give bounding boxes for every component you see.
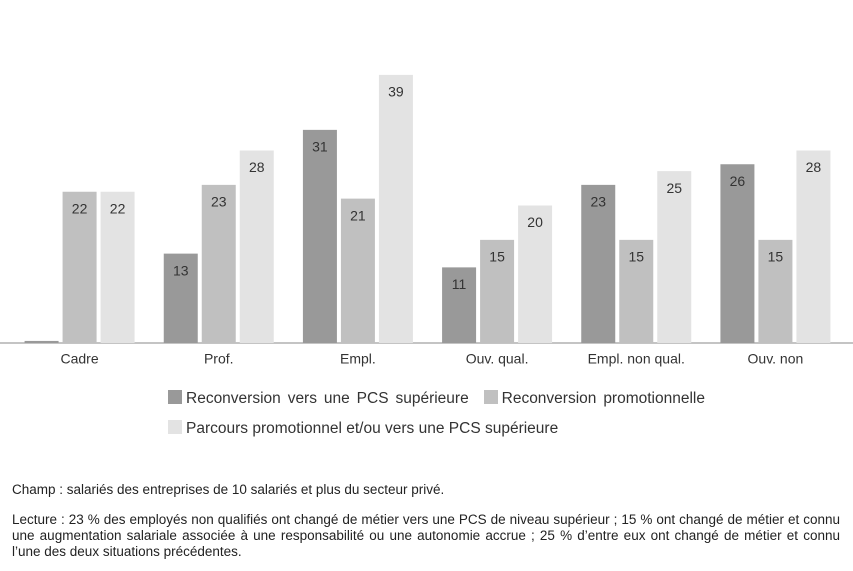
bar <box>619 239 654 343</box>
x-tick-label: Cadre <box>61 351 99 367</box>
bar <box>378 74 413 343</box>
bar <box>62 191 97 343</box>
bar <box>239 150 274 343</box>
bar <box>720 164 755 343</box>
value-label: 23 <box>590 194 606 210</box>
bar <box>758 239 793 343</box>
bar <box>581 184 616 343</box>
x-tick-label: Empl. non qual. <box>588 351 685 367</box>
bar <box>163 253 198 343</box>
legend-label: Reconversion promotionnelle <box>501 390 705 407</box>
bar <box>796 150 831 343</box>
value-label: 28 <box>806 159 822 175</box>
legend-label: Reconversion vers une PCS supérieure <box>186 390 469 407</box>
chart: Cadre 22 22 Prof. 13 23 28 Empl. 31 21 39 Ouv. qual… <box>0 74 853 367</box>
value-label: 23 <box>211 194 227 210</box>
value-label: 20 <box>527 214 543 230</box>
value-label: 31 <box>312 139 328 155</box>
x-tick-label: Prof. <box>204 351 234 367</box>
bar <box>480 239 515 343</box>
legend-swatch <box>168 390 182 404</box>
value-label: 26 <box>730 173 746 189</box>
value-label: 39 <box>388 84 404 100</box>
value-label: 15 <box>628 249 644 265</box>
value-label: 25 <box>666 180 682 196</box>
bar <box>100 191 135 343</box>
value-label: 11 <box>452 276 467 292</box>
x-tick-label: Ouv. non <box>748 351 804 367</box>
bar <box>340 198 375 343</box>
legend: Reconversion vers une PCS supérieure Rec… <box>160 384 705 444</box>
value-label: 22 <box>110 200 126 216</box>
bar <box>518 205 553 343</box>
value-label: 28 <box>249 159 265 175</box>
legend-swatch <box>483 390 498 404</box>
note: Champ : salariés des entreprises de 10 s… <box>12 482 445 497</box>
value-label: 15 <box>768 249 784 265</box>
x-tick-label: Ouv. qual. <box>466 351 529 367</box>
legend-swatch <box>168 420 182 434</box>
x-tick-label: Empl. <box>340 351 376 367</box>
legend-label: Parcours promotionnel et/ou vers une PCS… <box>186 420 559 437</box>
value-label: 13 <box>173 262 189 278</box>
value-label: 21 <box>350 207 366 223</box>
bar <box>657 171 692 343</box>
bar <box>24 340 59 343</box>
value-label: 15 <box>489 249 505 265</box>
bar <box>201 184 236 343</box>
note: Lecture : 23 % des employés non qualifié… <box>12 512 840 559</box>
bar <box>442 267 477 343</box>
value-label: 22 <box>72 200 88 216</box>
bar <box>302 129 337 343</box>
